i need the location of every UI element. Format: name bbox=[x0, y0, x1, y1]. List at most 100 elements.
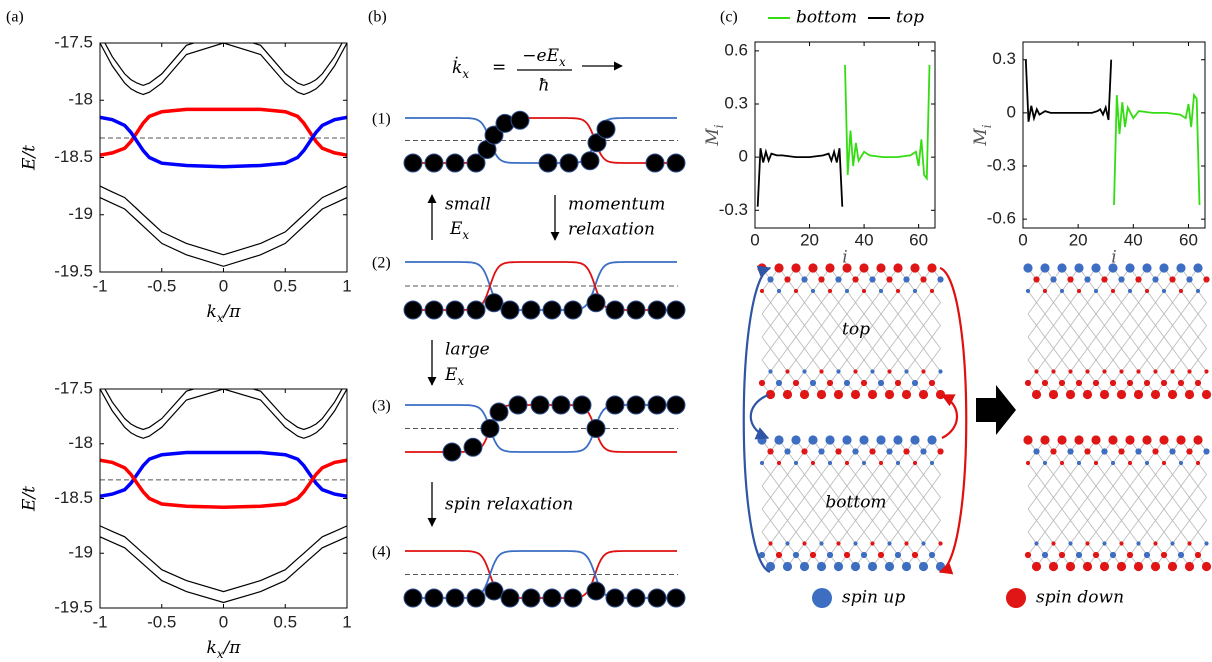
bond bbox=[1130, 475, 1139, 487]
spin-site bbox=[1093, 552, 1099, 558]
spin-site bbox=[886, 276, 892, 282]
bond bbox=[805, 475, 814, 487]
spin-site bbox=[1178, 552, 1184, 558]
y-tick-label: -18.5 bbox=[54, 147, 93, 166]
bond bbox=[915, 314, 924, 326]
bond bbox=[1113, 475, 1122, 487]
bond bbox=[1190, 509, 1199, 521]
spin-site bbox=[1151, 562, 1160, 571]
spin-site bbox=[1101, 276, 1107, 282]
bond bbox=[898, 360, 907, 372]
spin-site bbox=[1159, 263, 1168, 272]
bond bbox=[924, 521, 933, 533]
y-tick-label: 0 bbox=[739, 147, 748, 166]
x-tick-label: 60 bbox=[909, 230, 928, 249]
spin-site bbox=[817, 562, 826, 571]
bond bbox=[830, 521, 839, 533]
bond bbox=[1181, 349, 1190, 361]
bond bbox=[1096, 475, 1105, 487]
spin-site bbox=[1042, 552, 1048, 558]
electron bbox=[467, 589, 485, 607]
bond bbox=[1062, 314, 1071, 326]
spin-site bbox=[936, 390, 945, 399]
spin-site bbox=[910, 263, 919, 272]
y-tick-label: 0 bbox=[1007, 102, 1016, 121]
bond bbox=[1113, 303, 1122, 315]
y-axis-label-sub: i bbox=[712, 124, 726, 128]
spin-site bbox=[1145, 461, 1149, 465]
bond bbox=[1139, 314, 1148, 326]
bond bbox=[771, 486, 780, 498]
electron bbox=[481, 420, 499, 438]
electron bbox=[531, 396, 549, 414]
spin-site bbox=[1135, 276, 1141, 282]
spin-site bbox=[861, 380, 867, 386]
bond bbox=[873, 463, 882, 475]
bond bbox=[915, 326, 924, 338]
spin-site bbox=[1043, 461, 1047, 465]
bond bbox=[813, 463, 822, 475]
bond bbox=[796, 337, 805, 349]
bond bbox=[1045, 463, 1054, 475]
y-tick-label: -17.5 bbox=[54, 32, 93, 51]
bond bbox=[1113, 521, 1122, 533]
spin-site bbox=[800, 390, 809, 399]
bond bbox=[932, 337, 941, 349]
bond bbox=[779, 521, 788, 533]
bond bbox=[915, 521, 924, 533]
flow-arrow bbox=[942, 395, 957, 438]
bond bbox=[1173, 326, 1182, 338]
bond bbox=[1181, 303, 1190, 315]
spin-site bbox=[869, 276, 875, 282]
spin-site bbox=[1125, 263, 1134, 272]
row-label: (3) bbox=[372, 398, 391, 415]
spin-site bbox=[801, 276, 807, 282]
bond bbox=[822, 463, 831, 475]
spin-site bbox=[802, 541, 806, 545]
spin-site bbox=[930, 461, 934, 465]
bond bbox=[1079, 303, 1088, 315]
bond bbox=[898, 463, 907, 475]
spin-site bbox=[1117, 390, 1126, 399]
bond bbox=[813, 486, 822, 498]
spin-site bbox=[1034, 541, 1038, 545]
bond bbox=[1173, 303, 1182, 315]
spin-site bbox=[791, 435, 800, 444]
bond bbox=[898, 521, 907, 533]
bond bbox=[881, 314, 890, 326]
bond bbox=[805, 521, 814, 533]
big-arrow bbox=[976, 385, 1016, 435]
spin-site bbox=[896, 461, 900, 465]
y-axis-label: Mi bbox=[971, 124, 995, 146]
spin-site bbox=[1142, 263, 1151, 272]
bond bbox=[1062, 486, 1071, 498]
bond bbox=[796, 532, 805, 544]
spin-site bbox=[836, 541, 840, 545]
spin-site bbox=[1118, 448, 1124, 454]
bond bbox=[932, 314, 941, 326]
bond bbox=[881, 532, 890, 544]
bond bbox=[762, 498, 771, 510]
spin-site bbox=[818, 448, 824, 454]
annotation: Ex bbox=[444, 365, 464, 389]
spin-site bbox=[1136, 541, 1140, 545]
spin-site bbox=[927, 263, 936, 272]
bond bbox=[1181, 463, 1190, 475]
spin-site bbox=[878, 552, 884, 558]
bond bbox=[822, 349, 831, 361]
bond bbox=[1181, 498, 1190, 510]
bond bbox=[1164, 360, 1173, 372]
y-tick-label: -0.3 bbox=[987, 155, 1016, 174]
bond bbox=[1122, 349, 1131, 361]
bond bbox=[890, 349, 899, 361]
spin-site bbox=[1195, 552, 1201, 558]
bond bbox=[1156, 532, 1165, 544]
bond bbox=[1122, 326, 1131, 338]
bond bbox=[1088, 498, 1097, 510]
bond bbox=[1156, 463, 1165, 475]
bond bbox=[1096, 337, 1105, 349]
spin-site bbox=[885, 390, 894, 399]
bond bbox=[1164, 291, 1173, 303]
bond bbox=[813, 314, 822, 326]
legend-label: top bbox=[896, 8, 924, 28]
